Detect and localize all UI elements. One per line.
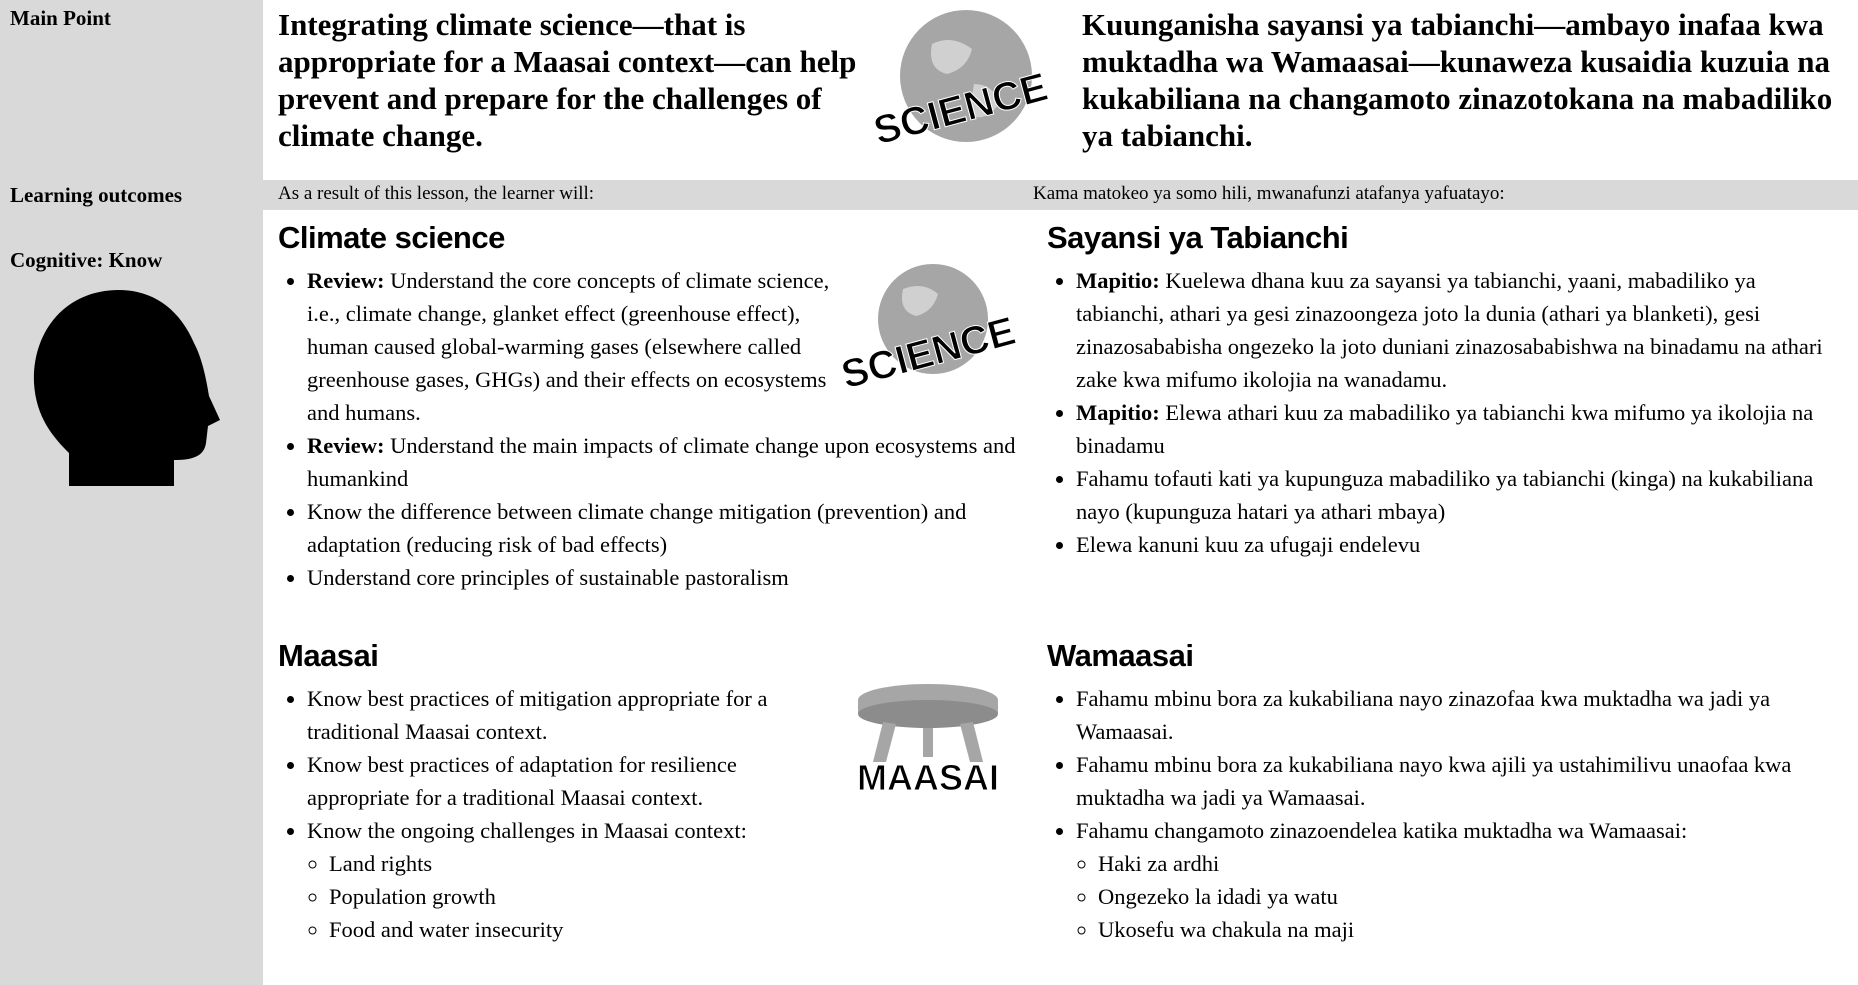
bullet-item: Elewa kanuni kuu za ufugaji endelevu [1076, 528, 1847, 561]
bullet-item: Mapitio: Kuelewa dhana kuu za sayansi ya… [1076, 264, 1847, 396]
bullet-item: Mapitio: Elewa athari kuu za mabadiliko … [1076, 396, 1847, 462]
sub-item: Population growth [329, 880, 1018, 913]
section-swahili: Wamaasai Fahamu mbinu bora za kukabiliana… [1047, 636, 1847, 946]
bullet-text: Fahamu tofauti kati ya kupunguza mabadil… [1076, 466, 1813, 524]
bullet-list: Fahamu mbinu bora za kukabiliana nayo zi… [1047, 682, 1847, 946]
bullet-text: Know the ongoing challenges in Maasai co… [307, 818, 747, 843]
bullet-item: Fahamu tofauti kati ya kupunguza mabadil… [1076, 462, 1847, 528]
section-heading: Wamaasai [1047, 636, 1847, 676]
icon-label: MAASAI [857, 757, 999, 798]
bullet-text: Understand the core concepts of climate … [307, 268, 829, 425]
bullet-item: Review: Understand the main impacts of c… [307, 429, 1018, 495]
bullet-text: Elewa kanuni kuu za ufugaji endelevu [1076, 532, 1420, 557]
bullet-lead: Review: [307, 433, 384, 458]
main-point-english: Integrating climate science—that is appr… [278, 6, 868, 154]
section-heading: Climate science [278, 218, 1018, 258]
bullet-text: Fahamu mbinu bora za kukabiliana nayo zi… [1076, 686, 1770, 744]
bullet-text: Know best practices of adaptation for re… [307, 752, 737, 810]
bullet-item: Fahamu changamoto zinazoendelea katika m… [1076, 814, 1847, 946]
page: {"header":{"label":"Main Point","english… [0, 0, 1858, 985]
bullet-item: Understand core principles of sustainabl… [307, 561, 1018, 594]
bullet-text: Know the difference between climate chan… [307, 499, 966, 557]
left-column [0, 0, 263, 985]
bullet-item: Fahamu mbinu bora za kukabiliana nayo kw… [1076, 748, 1847, 814]
section-swahili: Sayansi ya Tabianchi Mapitio: Kuelewa dha… [1047, 218, 1847, 561]
sub-item: Food and water insecurity [329, 913, 1018, 946]
section-english: Maasai MAASAI Know best practices of mitig… [278, 636, 1018, 946]
bullet-text: Understand core principles of sustainabl… [307, 565, 789, 590]
bullet-item: Fahamu mbinu bora za kukabiliana nayo zi… [1076, 682, 1847, 748]
main-point-swahili: Kuunganisha sayansi ya tabianchi—ambayo … [1082, 6, 1842, 154]
section-heading: Sayansi ya Tabianchi [1047, 218, 1847, 258]
outcomes-english: As a result of this lesson, the learner … [278, 183, 594, 205]
bullet-text: Know best practices of mitigation approp… [307, 686, 767, 744]
science-icon: SCIENCE [862, 4, 1062, 164]
bullet-lead: Mapitio: [1076, 400, 1160, 425]
sub-list: Land rightsPopulation growthFood and wat… [307, 847, 1018, 946]
bullet-item: Know the ongoing challenges in Maasai co… [307, 814, 1018, 946]
sub-item: Haki za ardhi [1098, 847, 1847, 880]
sub-item: Land rights [329, 847, 1018, 880]
bullet-text: Understand the main impacts of climate c… [307, 433, 1016, 491]
bullet-text: Kuelewa dhana kuu za sayansi ya tabianch… [1076, 268, 1823, 392]
bullet-list: Mapitio: Kuelewa dhana kuu za sayansi ya… [1047, 264, 1847, 561]
section-icon: MAASAI [838, 682, 1018, 800]
bullet-lead: Mapitio: [1076, 268, 1160, 293]
outcomes-swahili: Kama matokeo ya somo hili, mwanafunzi at… [1033, 183, 1505, 205]
section-icon: SCIENCE [838, 264, 1018, 394]
bullet-text: Fahamu changamoto zinazoendelea katika m… [1076, 818, 1687, 843]
section-english: Climate science SCIENCE Review: Understand… [278, 218, 1018, 594]
sub-item: Ongezeko la idadi ya watu [1098, 880, 1847, 913]
bullet-lead: Review: [307, 268, 384, 293]
outcomes-label: Learning outcomes [10, 183, 182, 208]
domain-label: Cognitive: Know [10, 248, 162, 273]
section-heading: Maasai [278, 636, 1018, 676]
bullet-text: Elewa athari kuu za mabadiliko ya tabian… [1076, 400, 1813, 458]
sub-item: Ukosefu wa chakula na maji [1098, 913, 1847, 946]
main-point-label: Main Point [10, 6, 111, 31]
head-icon [24, 288, 234, 488]
bullet-text: Fahamu mbinu bora za kukabiliana nayo kw… [1076, 752, 1791, 810]
sub-list: Haki za ardhiOngezeko la idadi ya watuUk… [1076, 847, 1847, 946]
bullet-item: Know the difference between climate chan… [307, 495, 1018, 561]
